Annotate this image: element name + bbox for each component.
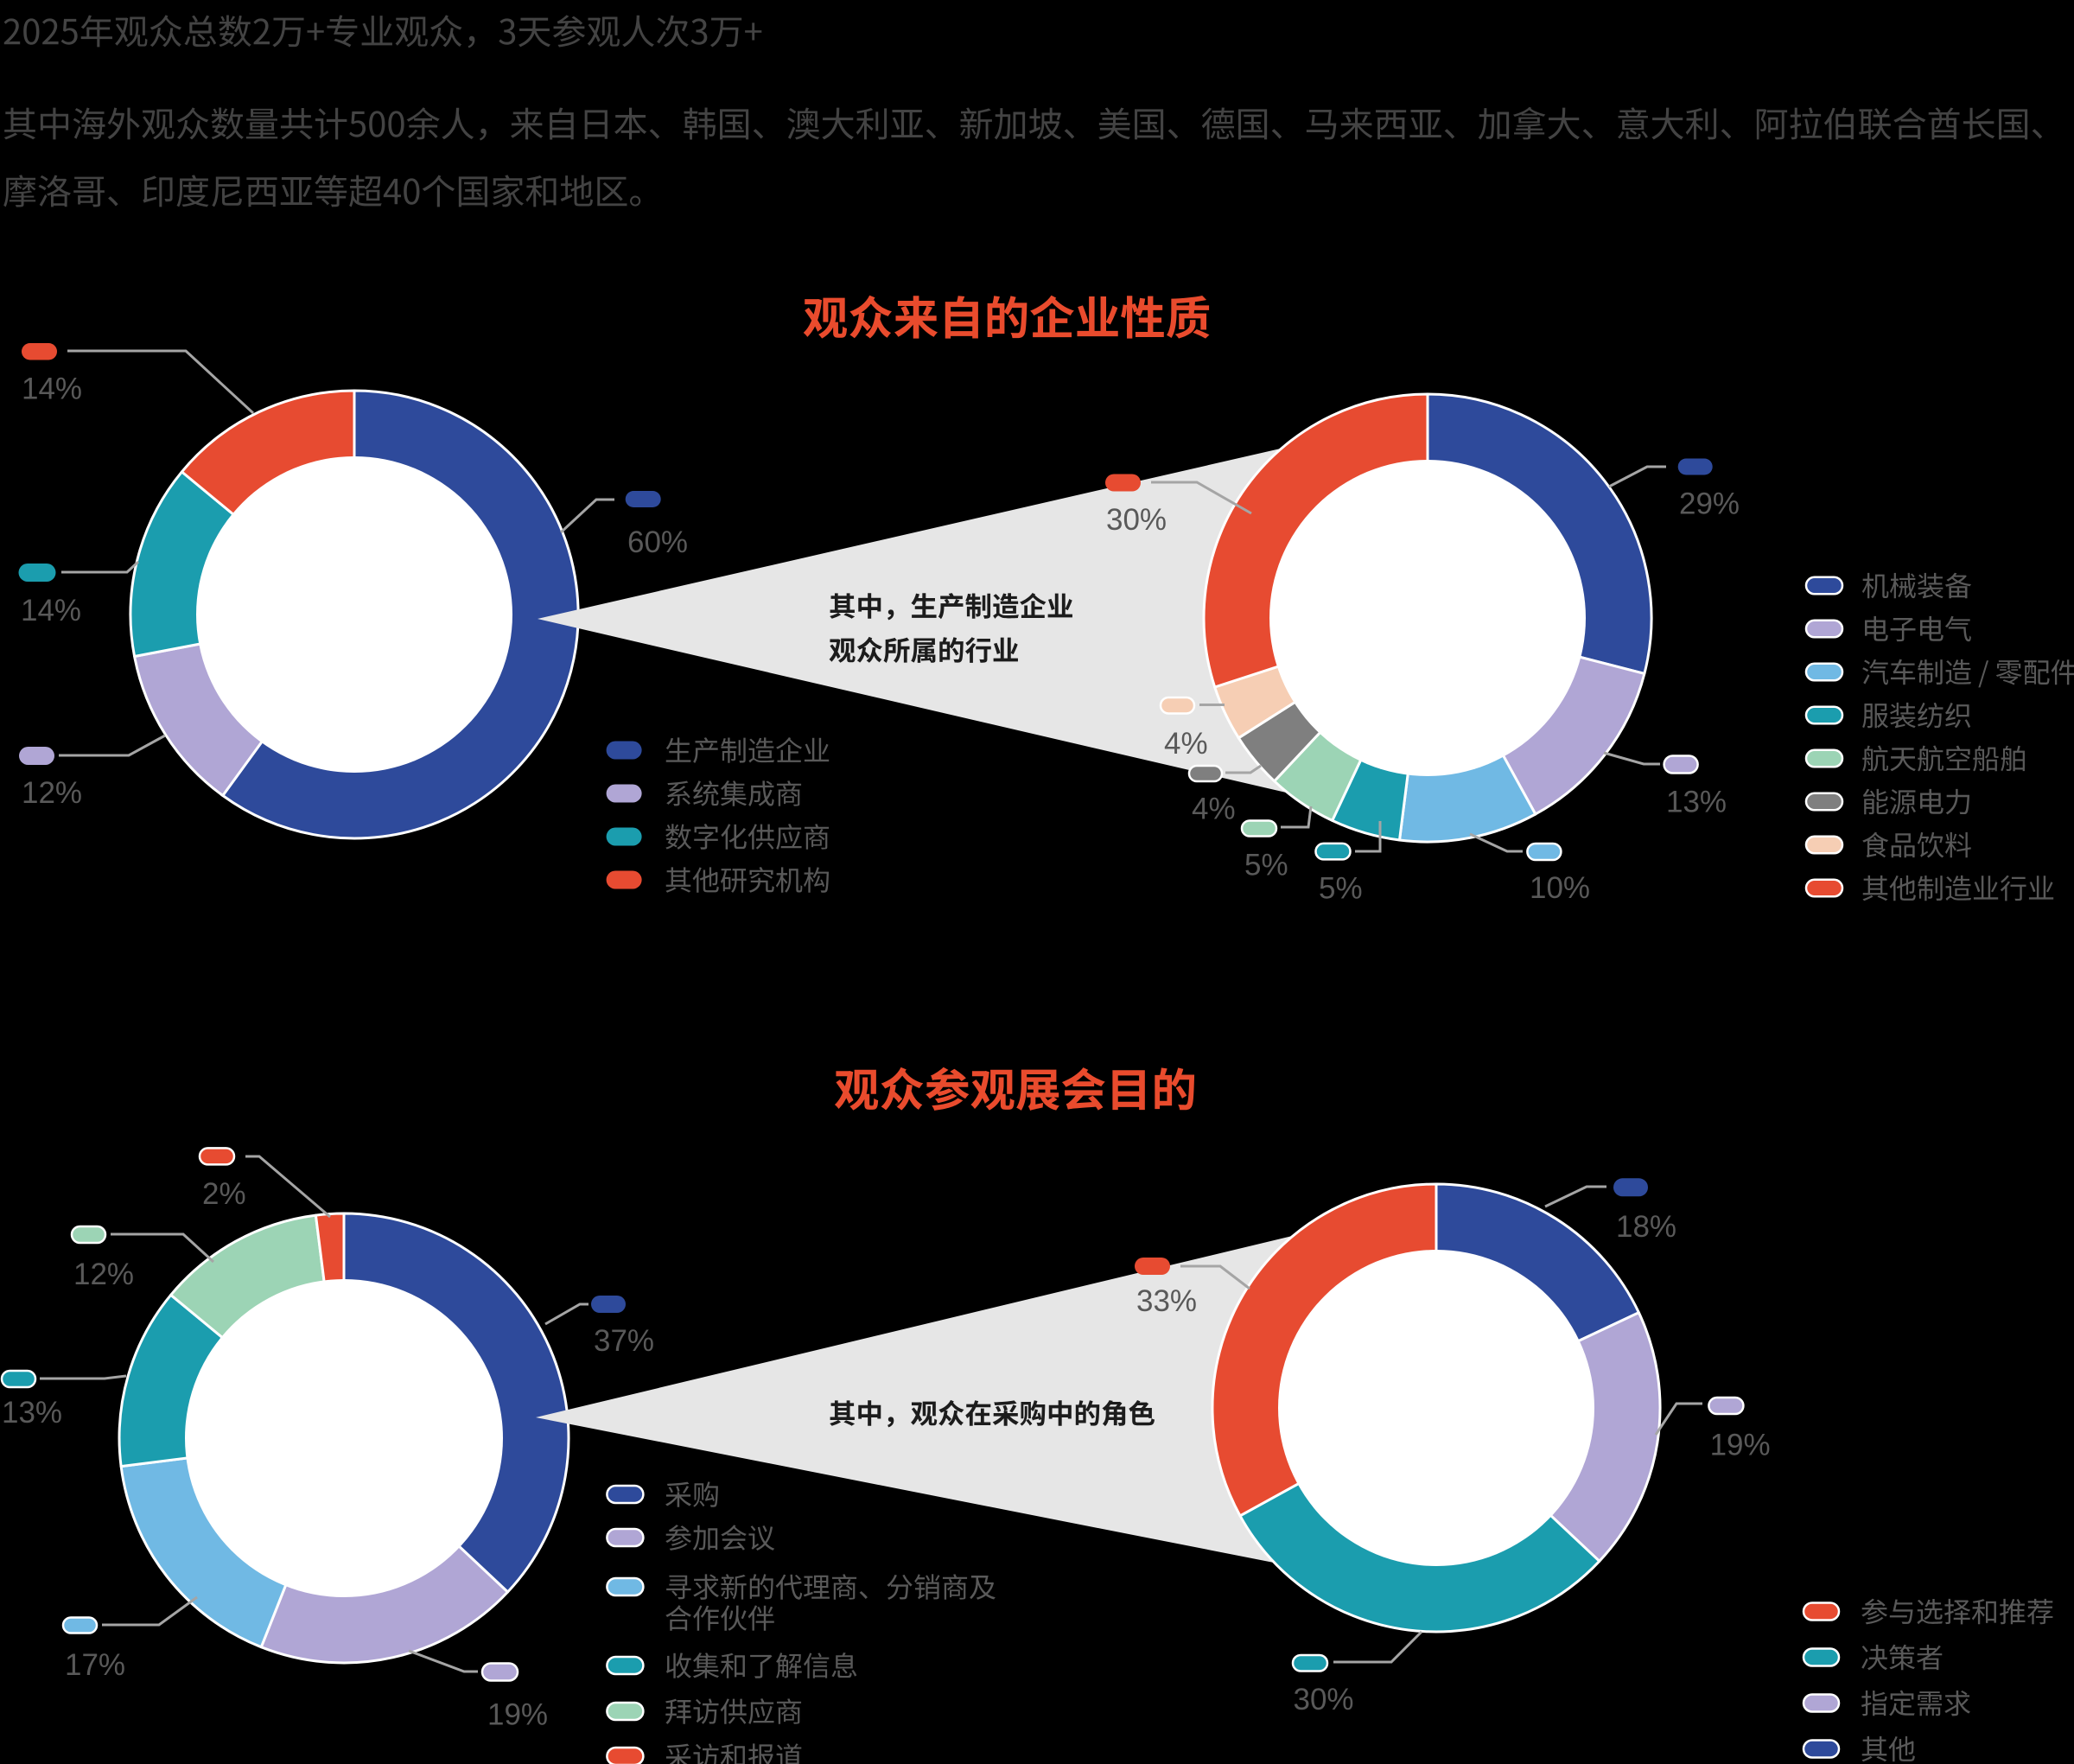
svg-text:13%: 13%	[2, 1396, 62, 1430]
svg-text:30%: 30%	[1106, 503, 1167, 537]
svg-text:33%: 33%	[1136, 1284, 1197, 1318]
svg-text:12%: 12%	[22, 776, 82, 810]
svg-text:60%: 60%	[627, 525, 688, 559]
svg-text:17%: 17%	[65, 1648, 125, 1682]
svg-text:4%: 4%	[1192, 793, 1236, 826]
svg-text:12%: 12%	[73, 1258, 134, 1291]
svg-text:14%: 14%	[21, 594, 81, 627]
svg-text:4%: 4%	[1164, 727, 1208, 761]
svg-text:13%: 13%	[1666, 786, 1727, 819]
svg-text:5%: 5%	[1244, 849, 1288, 882]
svg-text:14%: 14%	[22, 373, 82, 406]
svg-text:30%: 30%	[1294, 1683, 1354, 1716]
svg-text:37%: 37%	[594, 1324, 654, 1358]
svg-text:10%: 10%	[1530, 871, 1590, 905]
svg-text:19%: 19%	[487, 1697, 548, 1731]
svg-text:29%: 29%	[1679, 487, 1740, 521]
svg-text:5%: 5%	[1319, 872, 1363, 906]
svg-text:2%: 2%	[202, 1177, 246, 1211]
svg-text:19%: 19%	[1710, 1429, 1771, 1462]
svg-text:18%: 18%	[1616, 1210, 1676, 1244]
